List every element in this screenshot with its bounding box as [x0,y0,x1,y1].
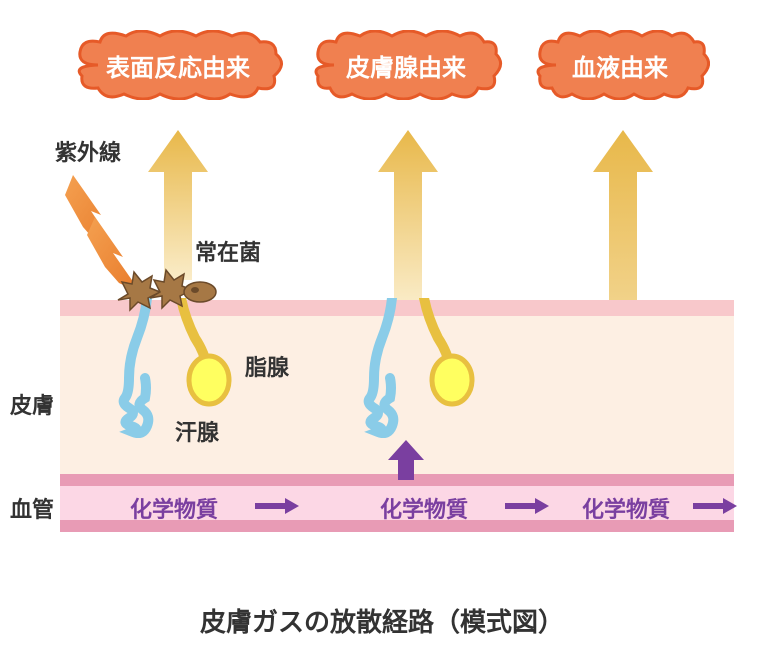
label-uv: 紫外線 [55,135,121,167]
label-skin: 皮膚 [10,388,54,420]
chem-text-1: 化学物質 [130,492,218,524]
cloud-blood-text: 血液由来 [572,48,668,83]
diagram-canvas: 表面反応由来 皮膚腺由来 血液由来 紫外線 常在菌 [0,0,764,667]
purple-up-arrow [388,440,424,485]
label-sebaceous: 脂腺 [245,350,289,382]
chem-text-2: 化学物質 [380,492,468,524]
harrow-3 [693,498,737,519]
harrow-1 [255,498,299,519]
bacteria-shapes [110,262,220,317]
sebaceous-gland-2 [408,298,478,413]
chem-text-3: 化学物質 [582,492,670,524]
label-vessel: 血管 [10,492,54,524]
label-sweat: 汗腺 [175,415,219,447]
cloud-surface-text: 表面反応由来 [106,48,250,83]
diagram-caption: 皮膚ガスの放散経路（模式図） [0,602,764,639]
cloud-gland: 皮膚腺由来 [306,30,506,100]
cloud-blood: 血液由来 [530,30,710,100]
arrow-gland [378,130,438,310]
cloud-surface: 表面反応由来 [68,30,288,100]
harrow-2 [505,498,549,519]
cloud-gland-text: 皮膚腺由来 [346,48,466,83]
